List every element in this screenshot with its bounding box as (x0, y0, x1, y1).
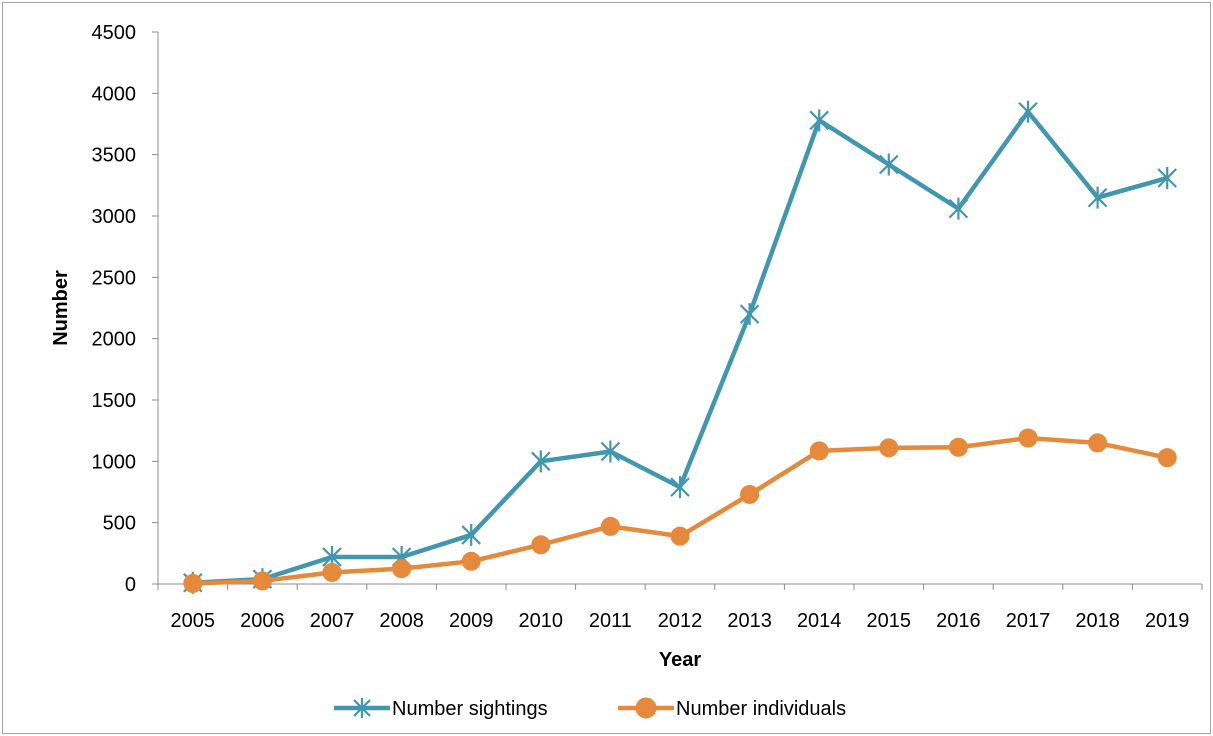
y-tick-label: 3500 (92, 145, 137, 167)
data-point-circle (531, 535, 551, 555)
x-tick-label: 2011 (589, 610, 632, 632)
asterisk-marker-shape (461, 523, 481, 546)
y-tick-label: 2000 (92, 329, 137, 351)
asterisk-marker-shape (879, 153, 899, 176)
data-point-asterisk (600, 440, 621, 463)
data-point-circle (740, 484, 760, 504)
series-line (190, 435, 1170, 586)
x-tick-label: 2015 (867, 610, 912, 632)
data-point-asterisk (670, 476, 690, 499)
asterisk-marker-shape (670, 476, 690, 499)
asterisk-marker-shape (1018, 100, 1038, 123)
x-axis-ticks: 2005 2006 2007 2008 2009 2010 2011 2012 2013 2014… (157, 584, 1203, 632)
series-2 (183, 428, 1177, 593)
asterisk-marker-shape (809, 109, 829, 132)
legend-label: Number sightings (392, 698, 548, 720)
x-tick-label: 2017 (1006, 610, 1051, 632)
y-tick-label: 1500 (92, 390, 137, 412)
data-point-circle (670, 526, 690, 546)
x-tick-label: 2008 (379, 610, 424, 632)
x-tick-label: 2005 (171, 610, 216, 632)
x-tick-label: 2012 (658, 610, 703, 632)
data-point-circle (1088, 433, 1108, 453)
asterisk-marker-shape (739, 303, 760, 326)
data-point-asterisk (809, 109, 829, 132)
data-point-circle (252, 571, 272, 591)
data-point-circle (600, 516, 620, 536)
x-tick-label: 2009 (449, 610, 494, 632)
data-point-asterisk (1157, 166, 1177, 189)
data-point-circle (322, 562, 342, 582)
legend-item: Number sightings (334, 698, 548, 720)
y-axis-ticks: 0 500 1000 1500 2000 2500 3000 3500 4000 4500 (92, 22, 158, 596)
y-tick-label: 500 (103, 513, 136, 535)
data-point-circle (635, 697, 657, 719)
asterisk-marker-shape (353, 698, 371, 718)
data-point-asterisk (353, 698, 371, 718)
axes (157, 32, 1202, 585)
series-group (183, 100, 1177, 594)
asterisk-marker-shape (948, 197, 969, 220)
data-point-asterisk (1018, 100, 1038, 123)
data-point-circle (461, 551, 481, 571)
legend-item: Number individuals (618, 697, 846, 720)
data-point-circle (809, 441, 829, 461)
asterisk-marker-shape (1157, 166, 1177, 189)
data-point-asterisk (531, 450, 551, 473)
x-tick-label: 2006 (240, 610, 285, 632)
x-tick-label: 2014 (797, 610, 842, 632)
legend-label: Number individuals (676, 698, 846, 720)
data-point-circle (392, 559, 412, 579)
x-tick-label: 2010 (519, 610, 564, 632)
data-point-circle (1157, 448, 1177, 468)
y-tick-label: 2500 (92, 267, 137, 289)
data-point-circle (879, 438, 899, 458)
data-point-asterisk (948, 197, 969, 220)
x-tick-label: 2019 (1145, 610, 1190, 632)
series-line (190, 109, 1170, 586)
x-tick-label: 2013 (727, 610, 772, 632)
asterisk-marker-shape (531, 450, 551, 473)
y-tick-label: 4500 (92, 22, 137, 44)
y-tick-label: 0 (125, 574, 136, 596)
data-point-circle (1018, 428, 1038, 448)
x-tick-label: 2007 (310, 610, 355, 632)
legend: Number sightings Number individuals (334, 697, 846, 720)
data-point-circle (948, 437, 968, 457)
y-tick-label: 3000 (92, 206, 137, 228)
x-tick-label: 2018 (1075, 610, 1120, 632)
asterisk-marker-shape (1087, 186, 1108, 209)
data-point-circle (183, 573, 203, 593)
series-1 (183, 100, 1177, 594)
x-axis-title: Year (659, 649, 701, 671)
y-tick-label: 1000 (92, 451, 137, 473)
data-point-asterisk (1087, 186, 1108, 209)
data-point-asterisk (739, 303, 760, 326)
data-point-asterisk (879, 153, 899, 176)
asterisk-marker-shape (600, 440, 621, 463)
x-tick-label: 2016 (936, 610, 981, 632)
data-point-asterisk (461, 523, 481, 546)
y-tick-label: 4000 (92, 83, 137, 105)
y-axis-title: Number (50, 270, 72, 346)
